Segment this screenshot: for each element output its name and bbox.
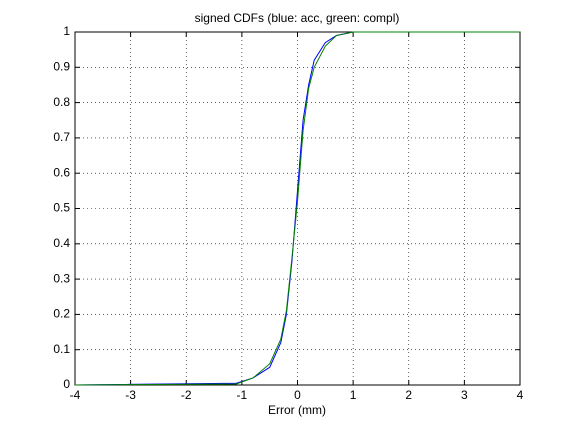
x-tick-label: 4: [517, 388, 524, 402]
y-tick-label: 0.2: [53, 307, 70, 321]
y-tick-label: 0.8: [53, 95, 70, 109]
y-tick-label: 0: [63, 377, 70, 391]
x-tick-label: -2: [181, 388, 192, 402]
x-tick-label: -3: [125, 388, 136, 402]
x-tick-label: 0: [294, 388, 301, 402]
y-tick-label: 0.6: [53, 165, 70, 179]
y-tick-label: 0.7: [53, 130, 70, 144]
x-tick-label: -1: [237, 388, 248, 402]
y-tick-label: 0.4: [53, 236, 70, 250]
y-tick-label: 1: [63, 24, 70, 38]
chart-title: signed CDFs (blue: acc, green: compl): [195, 11, 400, 25]
x-tick-label: 3: [461, 388, 468, 402]
y-tick-label: 0.3: [53, 271, 70, 285]
line-series: [74, 31, 520, 386]
x-tick-label: -4: [70, 388, 81, 402]
plot-frame: [74, 31, 521, 386]
x-tick-label: 2: [405, 388, 412, 402]
x-tick-label: 1: [350, 388, 357, 402]
y-tick-label: 0.5: [53, 201, 70, 215]
y-tick-label: 0.1: [53, 342, 70, 356]
line-series: [74, 31, 520, 386]
y-tick-label: 0.9: [53, 59, 70, 73]
x-axis-label: Error (mm): [268, 403, 326, 417]
